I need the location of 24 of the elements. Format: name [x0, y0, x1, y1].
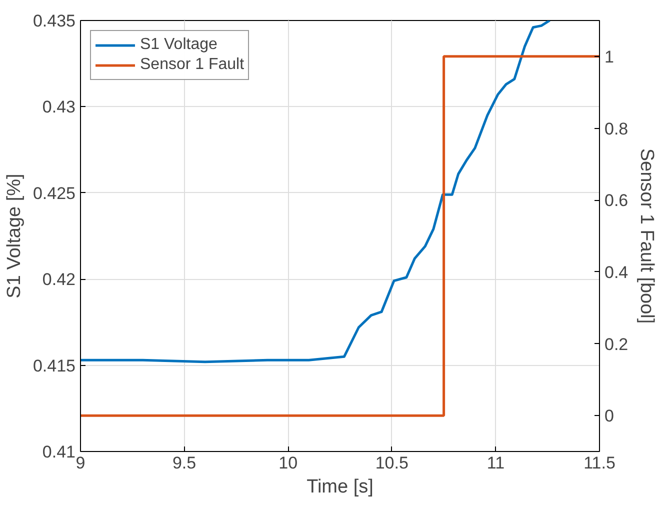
y-tick-label: 0.41	[42, 442, 76, 462]
x-tick-label: 10	[278, 454, 298, 472]
x-axis-title: Time [s]	[306, 476, 374, 498]
y2-tick-label: 0.4	[604, 262, 628, 282]
x-tick-label: 11	[486, 454, 505, 472]
y-tick-label: 0.425	[32, 184, 76, 203]
x-tick-label: 11.5	[584, 454, 616, 472]
y2-tick-label: 1	[604, 47, 614, 66]
y-tick-label: 0.43	[42, 98, 76, 117]
legend-label: S1 Voltage	[140, 36, 218, 54]
y2-tick-label: 0.6	[604, 191, 628, 210]
y-axis-title: S1 Voltage [%]	[4, 174, 25, 298]
line-series	[80, 20, 551, 364]
y-tick-label: 0.415	[32, 356, 76, 376]
y-tick-label: 0.42	[42, 270, 76, 290]
y2-tick-label: 0.2	[604, 334, 628, 354]
x-tick-label: 9.5	[172, 454, 196, 472]
y2-axis-title: Sensor 1 Fault [bool]	[636, 148, 658, 324]
y2-tick-label: 0.8	[604, 119, 628, 138]
x-tick-label: 9	[76, 454, 86, 472]
y2-tick-label: 0	[604, 406, 614, 426]
x-tick-label: 10.5	[375, 454, 408, 472]
legend-label: Sensor 1 Fault	[140, 56, 244, 74]
y-tick-label: 0.435	[32, 12, 76, 30]
